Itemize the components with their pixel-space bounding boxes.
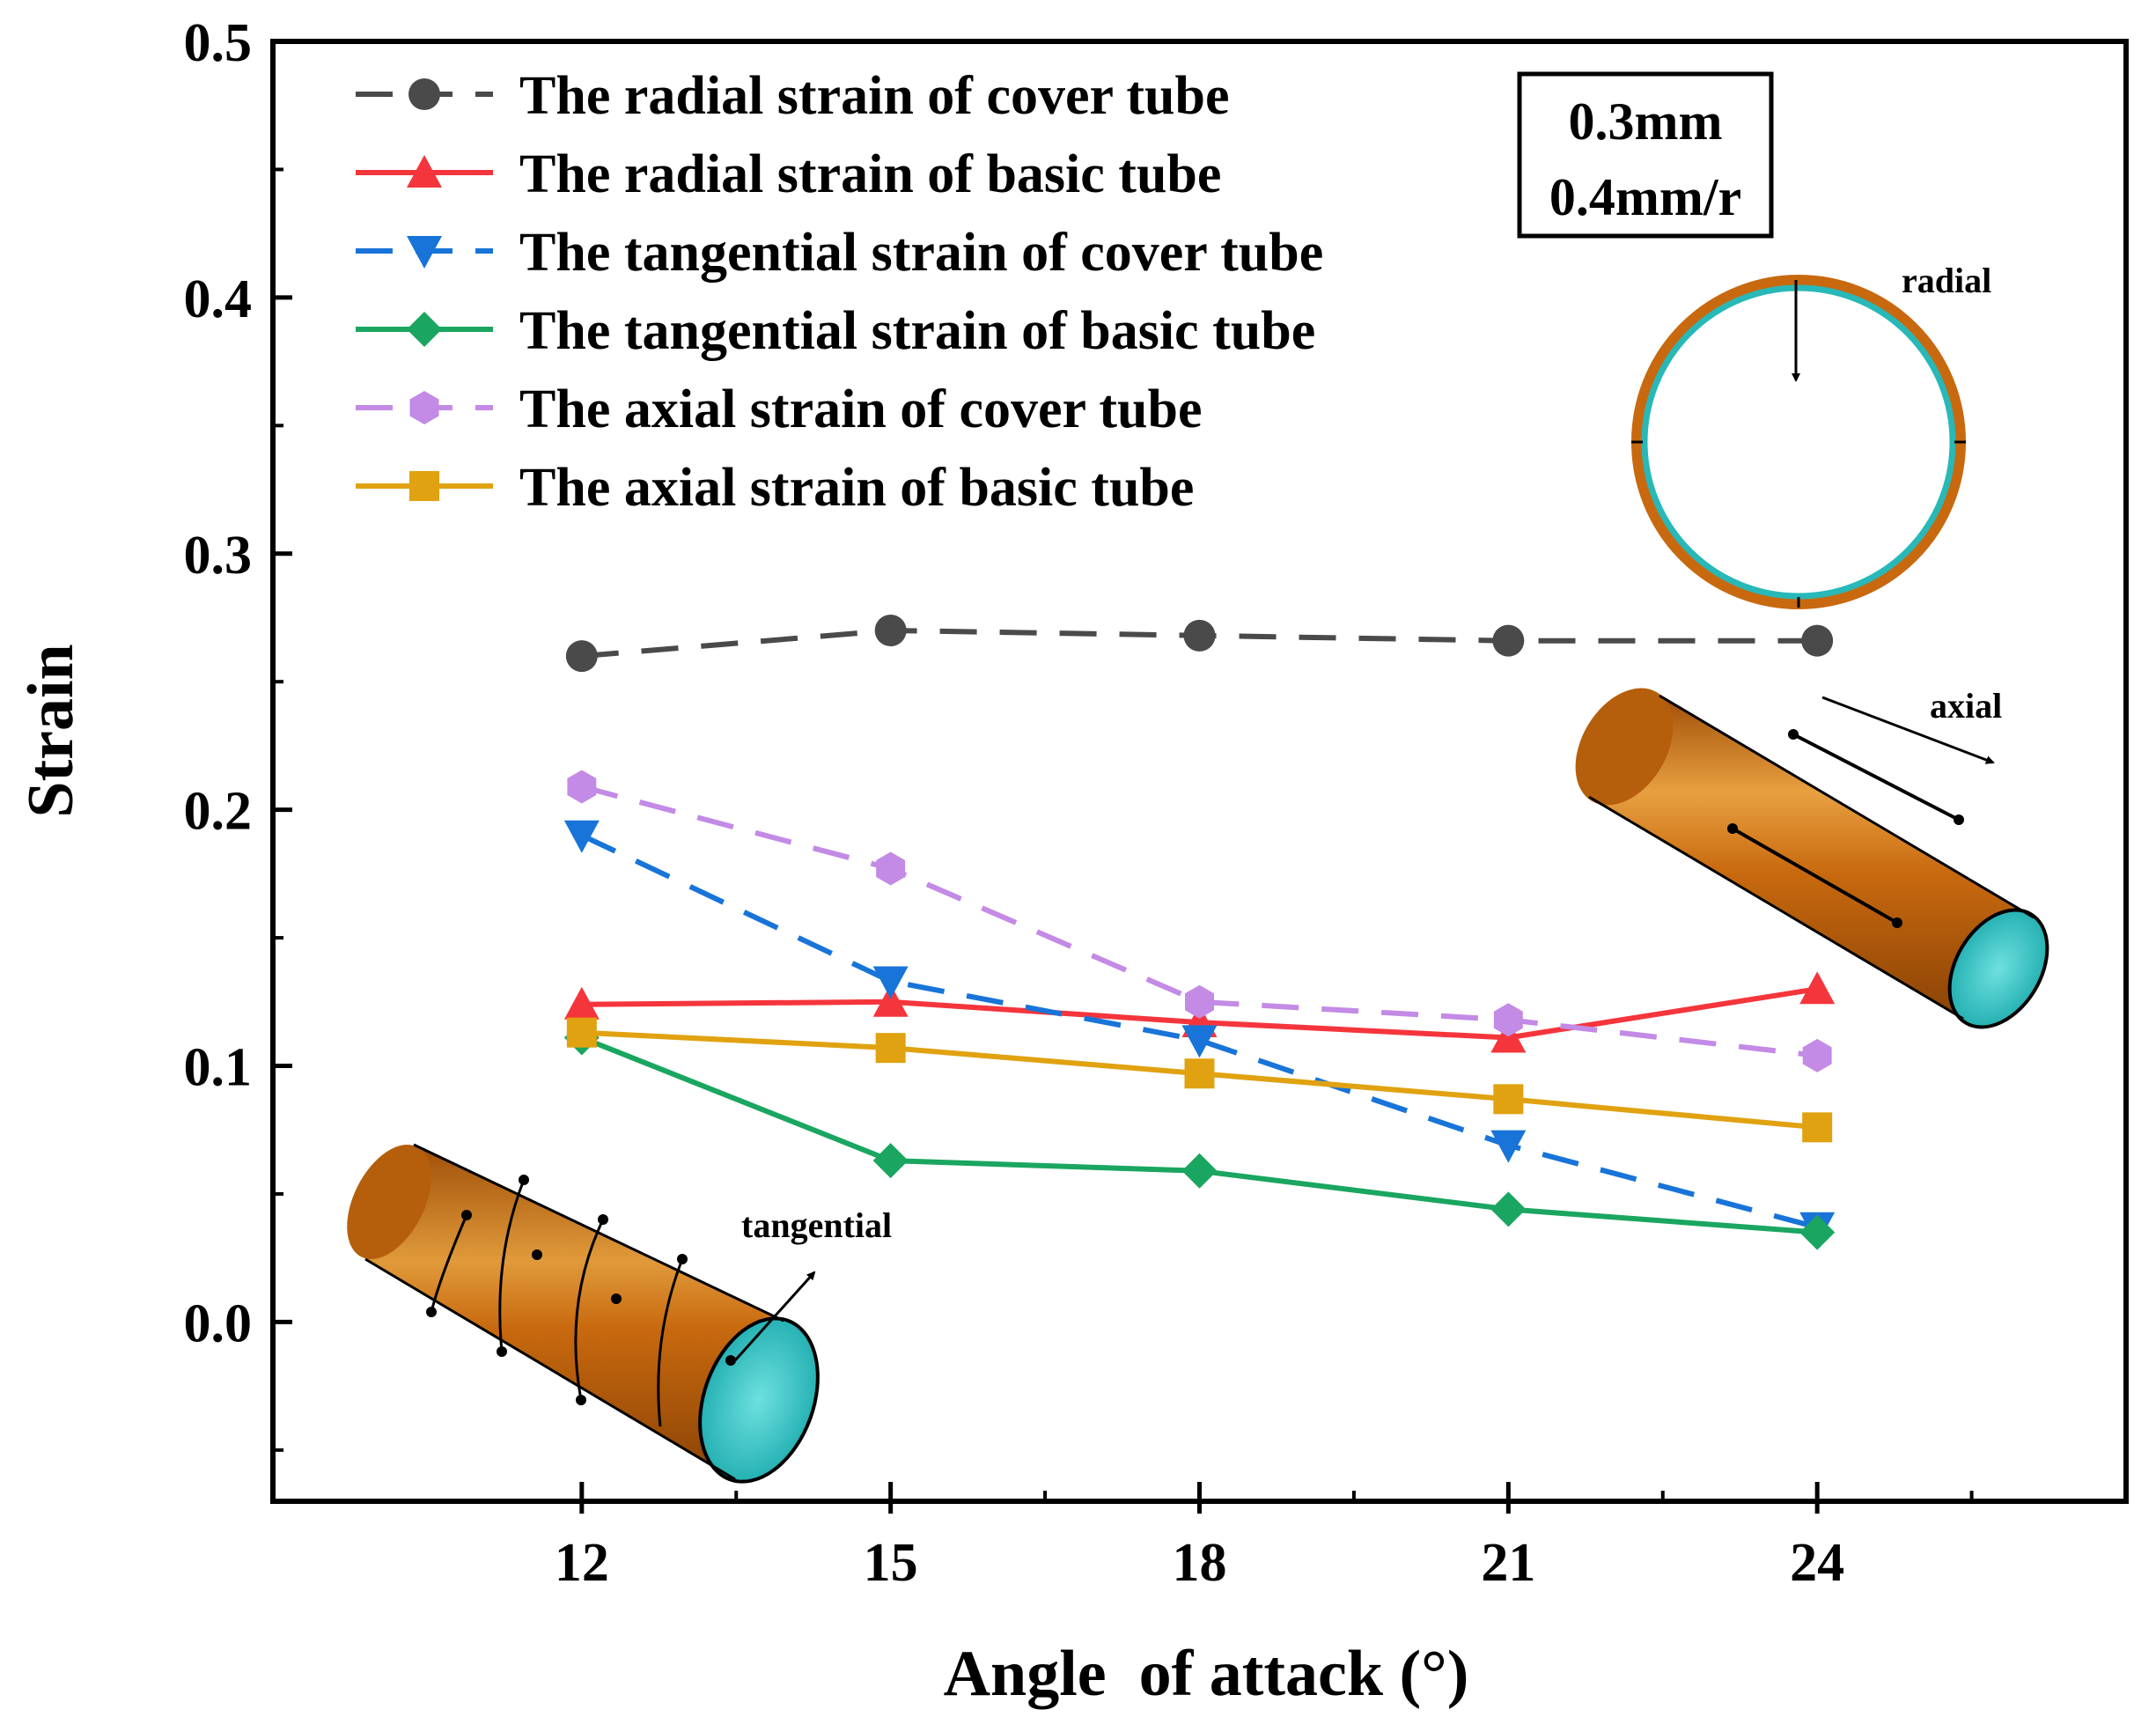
- series-1: [565, 615, 1834, 673]
- data-point: [1493, 1003, 1523, 1037]
- series-6: [566, 1017, 1833, 1143]
- axial-arrow: [1821, 696, 1995, 764]
- legend-marker: [407, 236, 442, 269]
- data-point: [874, 615, 907, 647]
- inset-axial-tube: axial: [1575, 686, 2049, 1029]
- legend-entry: The tangential strain of cover tube: [356, 223, 1323, 283]
- data-point: [1490, 1130, 1527, 1163]
- legend-label: The tangential strain of basic tube: [519, 301, 1315, 361]
- data-point: [1799, 1214, 1836, 1250]
- legend-marker: [407, 312, 442, 347]
- legend-label: The axial strain of basic tube: [519, 458, 1194, 518]
- legend-entry: The radial strain of basic tube: [356, 144, 1221, 204]
- legend-label: The radial strain of cover tube: [519, 66, 1230, 126]
- legend: The radial strain of cover tube The radia…: [356, 66, 1323, 518]
- legend-marker: [409, 391, 439, 424]
- data-point: [1802, 1112, 1833, 1143]
- legend-entry: The axial strain of basic tube: [356, 458, 1194, 518]
- data-point: [1799, 971, 1836, 1005]
- x-tick-label: 18: [1173, 1533, 1227, 1593]
- x-tick-label: 12: [555, 1533, 609, 1593]
- legend-entry: The radial strain of cover tube: [356, 66, 1230, 126]
- x-tick-label: 24: [1790, 1533, 1844, 1593]
- data-point: [1181, 1153, 1218, 1189]
- x-tick-label: 21: [1481, 1533, 1535, 1593]
- legend-entry: The tangential strain of basic tube: [356, 301, 1315, 361]
- data-point: [1492, 624, 1525, 657]
- legend-marker: [408, 78, 440, 110]
- x-axis: 12 15 18 21 24: [555, 1482, 1974, 1593]
- inset-label-tangential: tangential: [741, 1205, 892, 1245]
- y-tick-label: 0.4: [184, 269, 253, 329]
- data-point: [1490, 1191, 1527, 1227]
- annotation-box: 0.3mm 0.4mm/r: [1517, 71, 1774, 239]
- data-point: [1801, 624, 1834, 657]
- data-point: [872, 966, 909, 999]
- y-tick-label: 0.5: [184, 13, 253, 73]
- inset-label-axial: axial: [1930, 686, 2002, 726]
- data-point: [563, 820, 600, 853]
- data-point: [872, 1143, 909, 1179]
- y-tick-label: 0.3: [184, 526, 253, 586]
- data-point: [567, 770, 597, 804]
- data-point: [1185, 984, 1214, 1019]
- y-tick-label: 0.0: [184, 1293, 253, 1353]
- y-axis-label: Strain: [15, 644, 87, 817]
- data-point: [1184, 1058, 1215, 1089]
- annotation-line-1: 0.3mm: [1569, 92, 1723, 151]
- data-point: [565, 640, 598, 673]
- data-point: [1802, 1038, 1832, 1072]
- data-point: [876, 851, 906, 886]
- x-tick-label: 15: [864, 1533, 918, 1593]
- y-tick-label: 0.1: [184, 1038, 253, 1098]
- series-4: [563, 1020, 1836, 1250]
- data-point: [1183, 619, 1216, 652]
- data-point: [1181, 1025, 1218, 1058]
- legend-entry: The axial strain of cover tube: [356, 380, 1203, 439]
- inset-tangential-tube: tangential: [347, 1143, 892, 1484]
- series-line: [580, 832, 1818, 1230]
- inset-label-radial: radial: [1902, 261, 1991, 300]
- data-point: [566, 1017, 597, 1048]
- annotation-line-2: 0.4mm/r: [1549, 168, 1741, 226]
- y-tick-label: 0.2: [184, 782, 253, 842]
- series-layer: [563, 615, 1836, 1250]
- data-point: [875, 1033, 906, 1064]
- legend-label: The radial strain of basic tube: [519, 144, 1221, 204]
- inset-radial-ring: radial: [1631, 261, 1991, 609]
- series-line: [581, 784, 1818, 1058]
- tangential-arrow: [733, 1271, 816, 1362]
- legend-label: The tangential strain of cover tube: [519, 223, 1323, 283]
- x-axis-label: Angle of attack (°): [944, 1638, 1469, 1710]
- legend-label: The axial strain of cover tube: [519, 380, 1203, 439]
- data-point: [872, 984, 909, 1017]
- legend-marker: [409, 471, 439, 501]
- data-point: [563, 986, 600, 1020]
- series-5: [567, 770, 1832, 1072]
- legend-marker: [407, 155, 442, 188]
- y-axis: 0.0 0.1 0.2 0.3 0.4 0.5: [184, 13, 292, 1452]
- data-point: [1493, 1084, 1524, 1115]
